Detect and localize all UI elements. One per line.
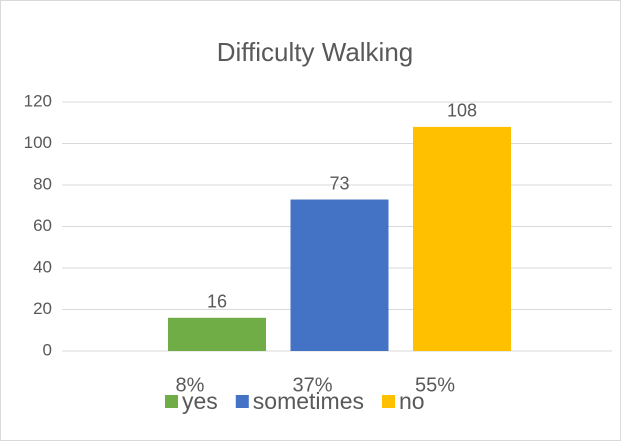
y-tick-label: 60 bbox=[33, 216, 52, 235]
legend-label: sometimes bbox=[253, 388, 364, 414]
legend-label: no bbox=[399, 388, 425, 414]
x-tick-label: 37% bbox=[292, 374, 332, 396]
data-label: 73 bbox=[329, 173, 349, 193]
x-tick-label: 8% bbox=[176, 374, 205, 396]
legend-swatch bbox=[165, 395, 178, 408]
data-label: 108 bbox=[447, 101, 477, 121]
legend-swatch bbox=[235, 395, 249, 408]
y-tick-label: 20 bbox=[33, 299, 52, 318]
bar bbox=[413, 126, 511, 352]
bar bbox=[168, 317, 266, 351]
bar bbox=[290, 199, 389, 351]
y-tick-label: 100 bbox=[24, 133, 52, 152]
y-tick-label: 80 bbox=[33, 174, 52, 193]
legend-swatch bbox=[382, 395, 395, 408]
y-tick-label: 120 bbox=[24, 91, 52, 110]
y-tick-label: 0 bbox=[43, 340, 52, 359]
legend-label: yes bbox=[182, 388, 218, 414]
data-label: 16 bbox=[207, 292, 227, 312]
x-tick-label: 55% bbox=[415, 374, 455, 396]
chart-title: Difficulty Walking bbox=[217, 37, 414, 67]
y-tick-label: 40 bbox=[33, 257, 52, 276]
